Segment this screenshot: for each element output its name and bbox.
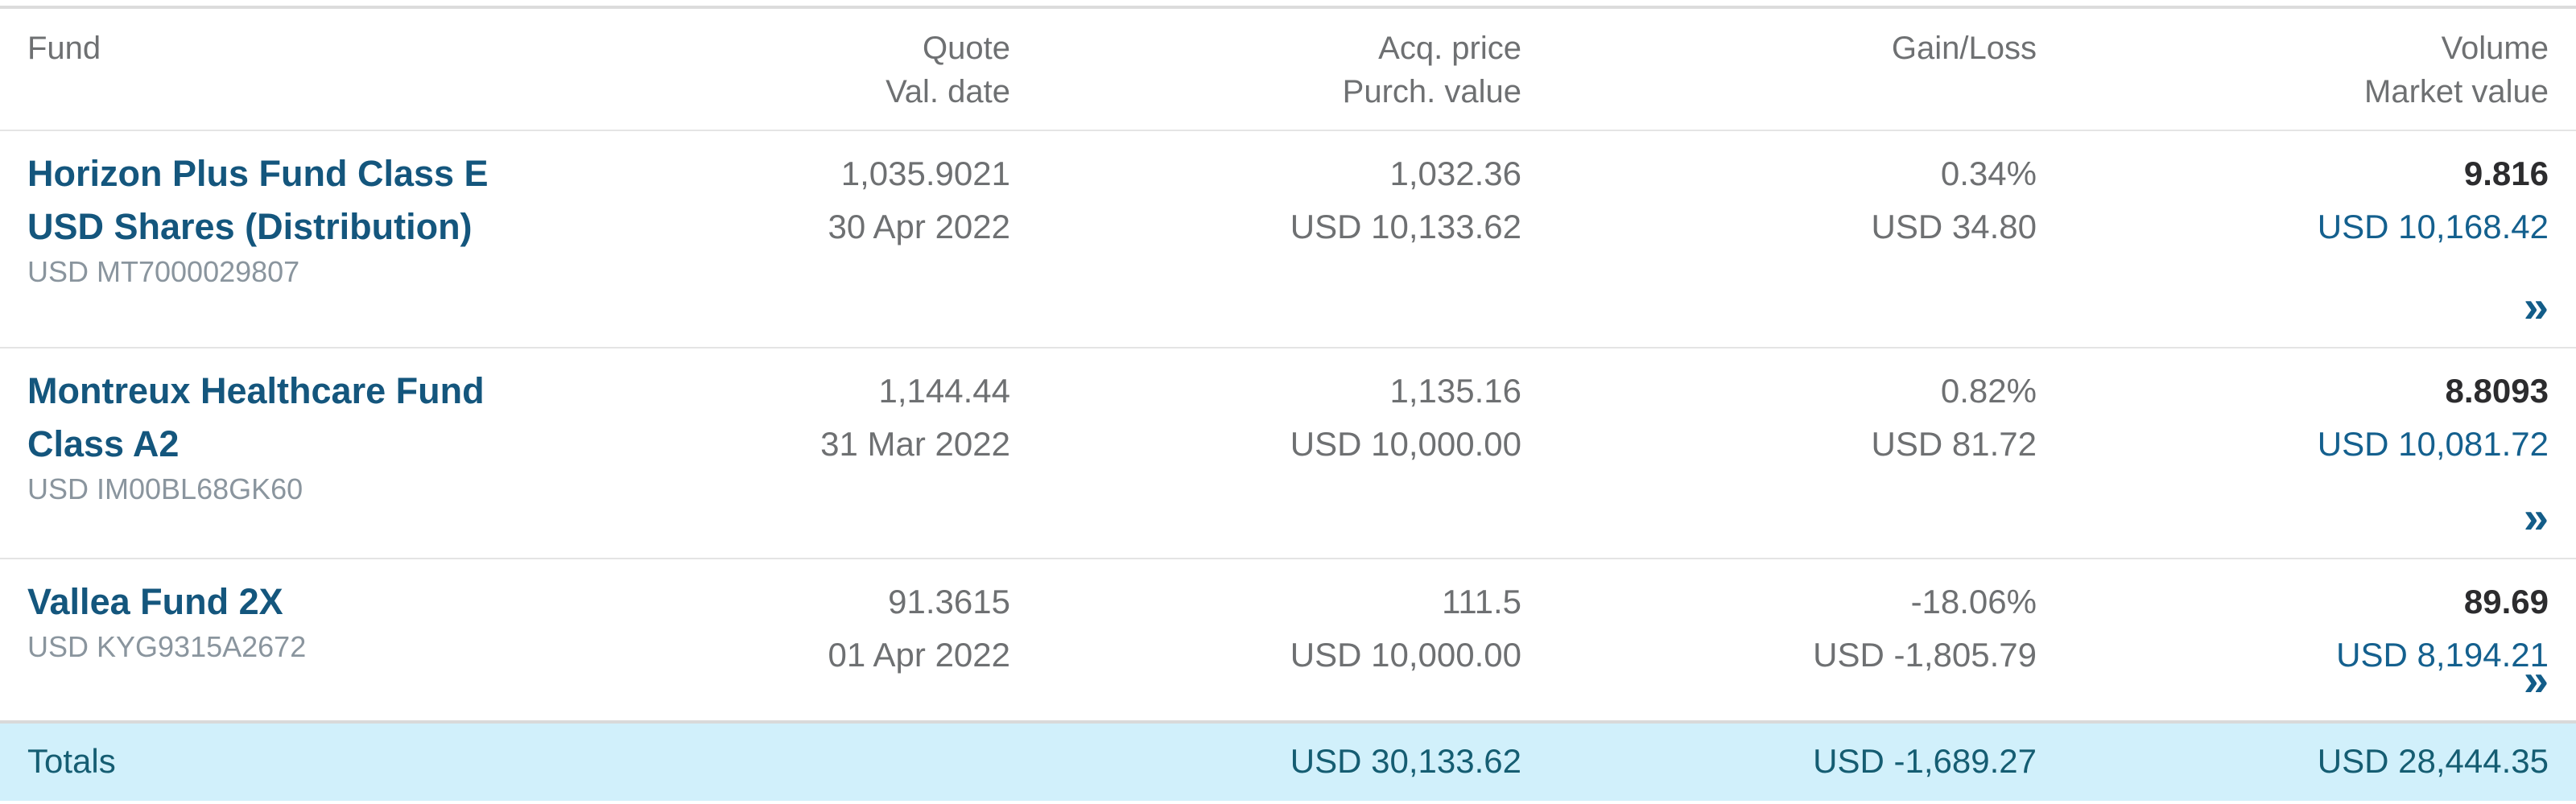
market-value-link[interactable]: USD 10,081.72 [2317, 425, 2549, 463]
expand-row-chevron-icon[interactable]: » [2523, 654, 2549, 705]
header-gain-loss-label: Gain/Loss [1891, 31, 2037, 66]
gain-loss-amount: USD 81.72 [1871, 425, 2037, 463]
fund-currency-isin: USD KYG9315A2672 [27, 630, 307, 663]
market-value-link[interactable]: USD 8,194.21 [2336, 636, 2549, 674]
market-value-link[interactable]: USD 10,168.42 [2317, 208, 2549, 245]
totals-label: Totals [27, 742, 116, 780]
fund-name-line1: Horizon Plus Fund Class E [27, 153, 489, 194]
volume-cell: 9.816 USD 10,168.42 [2037, 147, 2549, 347]
gain-loss-cell: 0.34% USD 34.80 [1521, 147, 2037, 347]
gain-loss-percent: -18.06% [1910, 583, 2037, 621]
table-row: Vallea Fund 2X USD KYG9315A2672 91.3615 … [0, 559, 2576, 720]
acq-price-value: 1,135.16 [1389, 372, 1522, 410]
gain-loss-amount: USD -1,805.79 [1813, 636, 2037, 674]
table-header-row: Fund Quote Val. date Acq. price Purch. v… [0, 9, 2576, 131]
fund-cell: Horizon Plus Fund Class E USD Shares (Di… [27, 147, 776, 347]
acq-price-value: 1,032.36 [1389, 155, 1522, 192]
acq-price-value: 111.5 [1442, 583, 1521, 621]
quote-value: 1,035.9021 [840, 155, 1010, 192]
column-header-acq-price: Acq. price Purch. value [1010, 27, 1521, 130]
fund-name-line1: Montreux Healthcare Fund [27, 370, 485, 411]
header-purch-value-label: Purch. value [1342, 74, 1521, 109]
acq-price-cell: 111.5 USD 10,000.00 [1010, 575, 1521, 720]
volume-value: 9.816 [2463, 155, 2549, 192]
totals-purchase-value: USD 30,133.62 [1290, 742, 1521, 780]
header-quote-label: Quote [923, 31, 1010, 66]
purchase-value: USD 10,000.00 [1290, 425, 1521, 463]
volume-cell: 8.8093 USD 10,081.72 [2037, 365, 2549, 558]
gain-loss-amount: USD 34.80 [1871, 208, 2037, 245]
quote-value: 1,144.44 [878, 372, 1011, 410]
fund-name-line2: USD Shares (Distribution) [27, 206, 473, 247]
purchase-value: USD 10,000.00 [1290, 636, 1521, 674]
valuation-date: 01 Apr 2022 [828, 636, 1010, 674]
volume-value: 89.69 [2463, 583, 2549, 621]
expand-row-chevron-icon[interactable]: » [2523, 492, 2549, 542]
acq-price-cell: 1,032.36 USD 10,133.62 [1010, 147, 1521, 347]
quote-cell: 91.3615 01 Apr 2022 [776, 575, 1010, 720]
gain-loss-percent: 0.34% [1940, 155, 2037, 192]
fund-positions-table: Fund Quote Val. date Acq. price Purch. v… [0, 6, 2576, 804]
column-header-volume: Volume Market value [2037, 27, 2549, 130]
gain-loss-cell: -18.06% USD -1,805.79 [1521, 575, 2037, 720]
fund-name-link[interactable]: Montreux Healthcare Fund Class A2 [27, 365, 776, 471]
volume-value: 8.8093 [2445, 372, 2549, 410]
fund-name-link[interactable]: Horizon Plus Fund Class E USD Shares (Di… [27, 147, 776, 254]
totals-market-value: USD 28,444.35 [2317, 742, 2549, 780]
fund-name-line1: Vallea Fund 2X [27, 581, 283, 622]
header-market-value-label: Market value [2364, 74, 2549, 109]
header-acq-price-label: Acq. price [1378, 31, 1521, 66]
table-row: Horizon Plus Fund Class E USD Shares (Di… [0, 131, 2576, 348]
fund-currency-isin: USD IM00BL68GK60 [27, 472, 303, 505]
fund-name-link[interactable]: Vallea Fund 2X [27, 575, 776, 629]
quote-cell: 1,035.9021 30 Apr 2022 [776, 147, 1010, 347]
gain-loss-cell: 0.82% USD 81.72 [1521, 365, 2037, 558]
table-row: Montreux Healthcare Fund Class A2 USD IM… [0, 348, 2576, 559]
fund-cell: Montreux Healthcare Fund Class A2 USD IM… [27, 365, 776, 558]
column-header-fund: Fund [27, 27, 776, 130]
valuation-date: 31 Mar 2022 [820, 425, 1010, 463]
column-header-gain-loss: Gain/Loss [1521, 27, 2037, 130]
header-volume-label: Volume [2441, 31, 2549, 66]
fund-name-line2: Class A2 [27, 423, 180, 464]
volume-cell: 89.69 USD 8,194.21 [2037, 575, 2549, 720]
totals-gain-loss: USD -1,689.27 [1813, 742, 2037, 780]
header-fund-label: Fund [27, 31, 101, 66]
purchase-value: USD 10,133.62 [1290, 208, 1521, 245]
totals-quote-empty [776, 740, 1010, 801]
totals-row: Totals USD 30,133.62 USD -1,689.27 USD 2… [0, 720, 2576, 801]
header-val-date-label: Val. date [886, 74, 1010, 109]
fund-cell: Vallea Fund 2X USD KYG9315A2672 [27, 575, 776, 720]
acq-price-cell: 1,135.16 USD 10,000.00 [1010, 365, 1521, 558]
expand-row-chevron-icon[interactable]: » [2523, 281, 2549, 332]
gain-loss-percent: 0.82% [1940, 372, 2037, 410]
fund-currency-isin: USD MT7000029807 [27, 255, 300, 288]
quote-value: 91.3615 [888, 583, 1010, 621]
quote-cell: 1,144.44 31 Mar 2022 [776, 365, 1010, 558]
column-header-quote: Quote Val. date [776, 27, 1010, 130]
valuation-date: 30 Apr 2022 [828, 208, 1010, 245]
